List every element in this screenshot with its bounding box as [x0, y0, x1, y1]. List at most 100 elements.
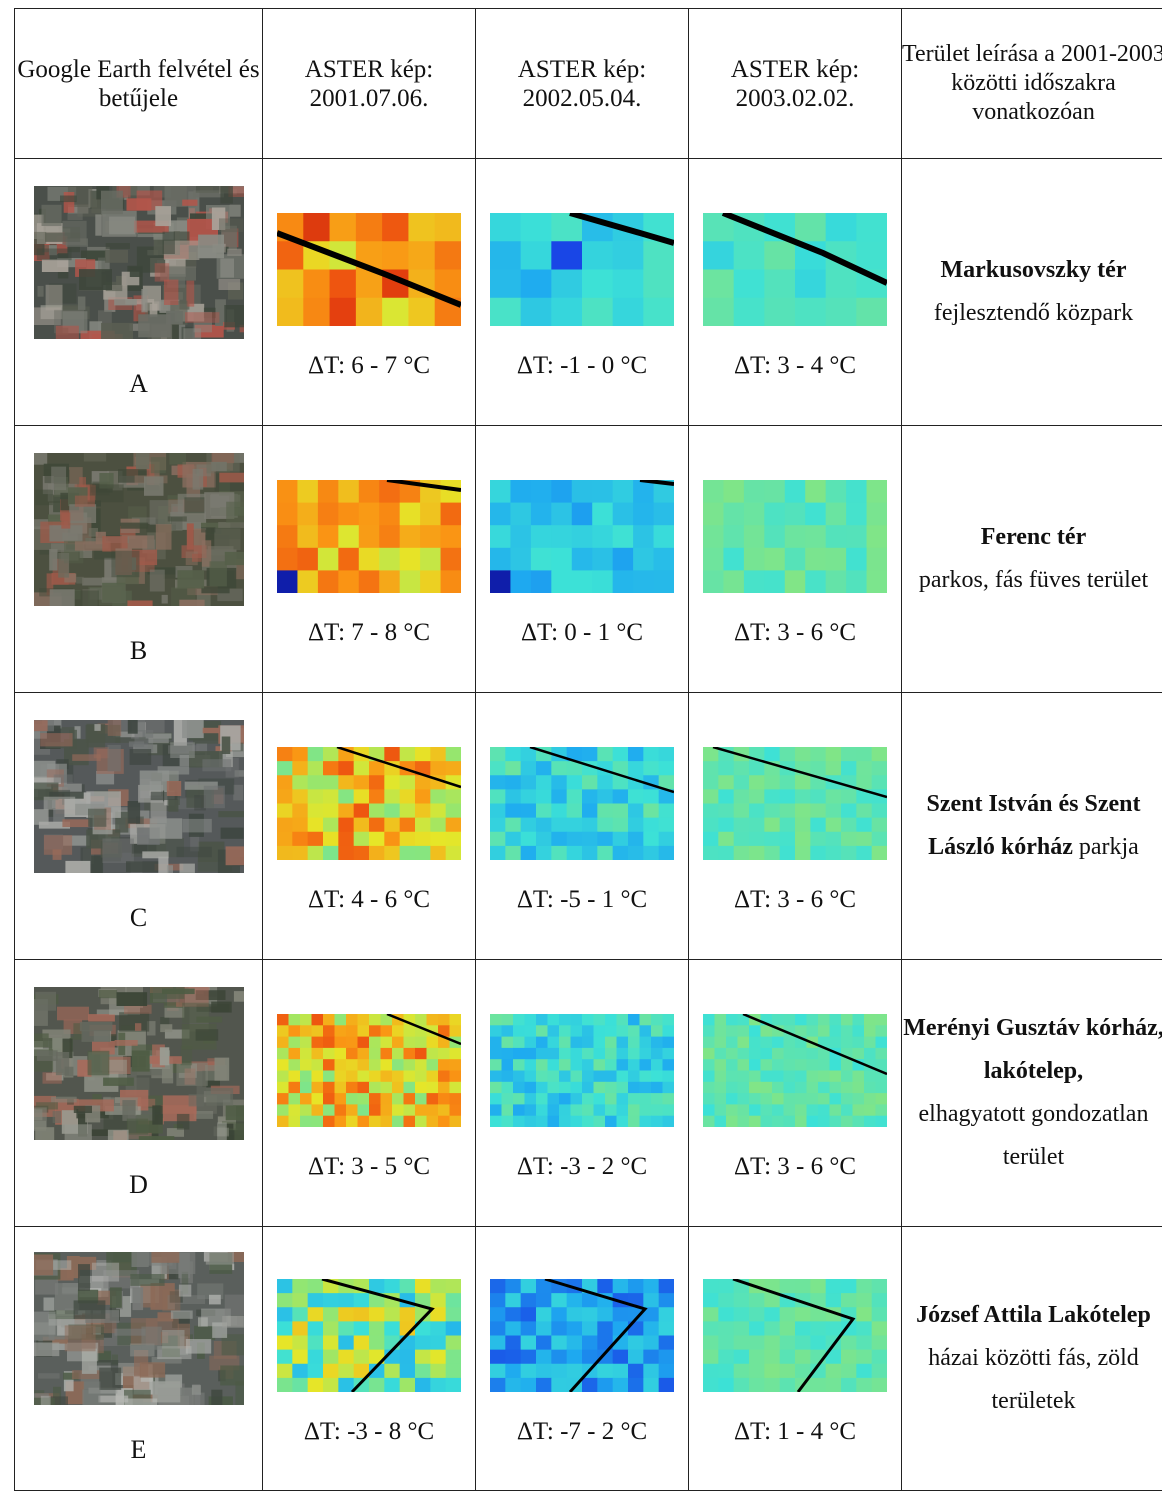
heatmap-pixel — [354, 845, 370, 859]
heatmap-pixel — [400, 1336, 416, 1351]
heatmap-pixel — [323, 1350, 339, 1365]
heatmap-pixel — [749, 1070, 761, 1082]
heatmap-pixel — [323, 1364, 339, 1379]
heatmap-pixel — [571, 1036, 583, 1048]
heatmap-pixel — [872, 1350, 887, 1365]
heatmap-pixel — [582, 1093, 594, 1105]
heatmap-pixel — [617, 1014, 629, 1026]
photo-texture-patch — [220, 827, 243, 838]
photo-texture-patch — [126, 861, 158, 872]
heatmap-pixel — [764, 775, 780, 790]
description-cell: Markusovszky tér fejlesztendő közpark — [902, 159, 1162, 426]
heatmap-pixel — [826, 297, 857, 325]
heatmap-pixel — [795, 789, 811, 804]
photo-texture-patch — [178, 1285, 190, 1297]
heatmap-pixel — [292, 1364, 308, 1379]
heatmap-pixel — [761, 1047, 773, 1059]
heatmap-pixel — [379, 525, 400, 548]
photo-texture-patch — [114, 299, 137, 305]
area-name: Markusovszky tér — [941, 257, 1127, 283]
heatmap-pixel — [338, 1350, 354, 1365]
heatmap-pixel — [308, 789, 324, 804]
heatmap-pixel — [490, 747, 506, 762]
heatmap-pixel — [617, 1070, 629, 1082]
heatmap-pixel — [277, 525, 298, 548]
heatmap-pixel — [318, 547, 339, 570]
heatmap-pixel — [381, 1059, 393, 1071]
heatmap-pixel — [738, 1104, 750, 1116]
heatmap-pixel — [582, 1336, 598, 1351]
heatmap-pixel — [450, 1081, 462, 1093]
heatmap-pixel — [853, 1115, 865, 1126]
heatmap-pixel — [438, 1104, 450, 1116]
heatmap-pixel — [749, 1293, 765, 1308]
heatmap-pixel — [818, 1081, 830, 1093]
heatmap-pixel — [723, 525, 744, 548]
heatmap-pixel — [826, 831, 842, 846]
heatmap-pixel — [726, 1104, 738, 1116]
heatmap-pixel — [415, 1081, 427, 1093]
heatmap-pixel — [703, 1014, 715, 1026]
heatmap-pixel — [289, 1115, 301, 1126]
heatmap-pixel — [392, 1036, 404, 1048]
heatmap-pixel — [846, 570, 867, 593]
heatmap-pixel — [490, 1364, 506, 1379]
heatmap-pixel — [369, 817, 385, 832]
heatmap-pixel — [369, 761, 385, 776]
heatmap-pixel — [582, 1025, 594, 1037]
aster-heatmap — [703, 1279, 887, 1392]
photo-texture-patch — [166, 781, 180, 796]
photo-texture-patch — [202, 759, 231, 771]
heatmap-pixel — [643, 747, 659, 762]
photo-texture-patch — [151, 1252, 179, 1263]
heatmap-pixel — [738, 1047, 750, 1059]
heatmap-pixel — [826, 1378, 842, 1392]
heatmap-pixel — [551, 570, 572, 593]
photo-texture-patch — [211, 1390, 222, 1405]
photo-texture-patch — [91, 856, 103, 873]
heatmap-pixel — [749, 831, 765, 846]
heatmap-pixel — [441, 547, 461, 570]
photo-texture-patch — [64, 1124, 91, 1140]
photo-texture-patch — [148, 737, 168, 742]
delta-t-label: ΔT: 3 - 6 °C — [734, 886, 856, 914]
heatmap-pixel — [772, 1047, 784, 1059]
heatmap-pixel — [643, 241, 674, 270]
heatmap-pixel — [354, 761, 370, 776]
heatmap-pixel — [415, 1036, 427, 1048]
heatmap-pixel — [628, 1378, 644, 1392]
photo-texture-patch — [41, 259, 68, 272]
heatmap-pixel — [582, 1104, 594, 1116]
heatmap-pixel — [856, 845, 872, 859]
heatmap-pixel — [335, 1025, 347, 1037]
heatmap-pixel — [826, 1279, 842, 1294]
photo-texture-patch — [225, 1105, 243, 1120]
area-description: parkos, fás füves terület — [919, 567, 1148, 593]
heatmap-pixel — [536, 1047, 548, 1059]
heatmap-pixel — [536, 789, 552, 804]
photo-texture-patch — [95, 214, 102, 235]
heatmap-pixel — [415, 1115, 427, 1126]
heatmap-pixel — [318, 570, 339, 593]
heatmap-pixel — [536, 1321, 552, 1336]
heatmap-pixel — [513, 1081, 525, 1093]
heatmap-pixel — [643, 1350, 659, 1365]
heatmap-pixel — [807, 1081, 819, 1093]
heatmap-pixel — [300, 1093, 312, 1105]
heatmap-pixel — [525, 1115, 537, 1126]
heatmap-pixel — [312, 1014, 324, 1026]
heatmap-pixel — [510, 570, 531, 593]
heatmap-pixel — [415, 1070, 427, 1082]
heatmap-pixel — [536, 803, 552, 818]
heatmap-pixel — [490, 1350, 506, 1365]
heatmap-pixel — [876, 1104, 888, 1116]
heatmap-pixel — [303, 297, 330, 325]
heatmap-pixel — [289, 1014, 301, 1026]
photo-texture-patch — [76, 576, 83, 583]
heatmap-pixel — [300, 1047, 312, 1059]
heatmap-pixel — [521, 831, 537, 846]
heatmap-pixel — [830, 1014, 842, 1026]
heatmap-pixel — [400, 845, 416, 859]
heatmap-pixel — [718, 761, 734, 776]
heatmap-pixel — [551, 1364, 567, 1379]
